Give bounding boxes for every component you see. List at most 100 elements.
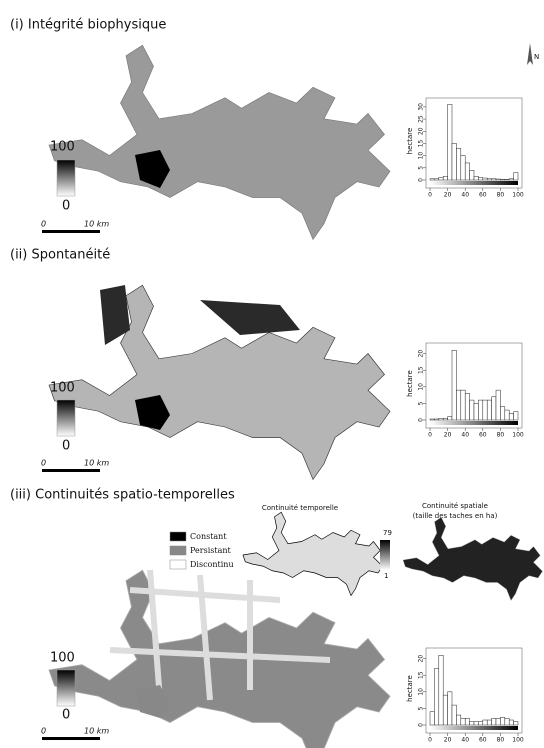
bar [491, 718, 497, 726]
bar [486, 178, 492, 181]
panel-title: (iii) Continuités spatio-temporelles [10, 488, 235, 503]
class-swatch [169, 559, 187, 570]
scale-bar [42, 469, 100, 472]
plot-frame [425, 647, 523, 734]
bar [508, 413, 514, 421]
gradient-strip [430, 726, 518, 730]
y-tick-label: 15 [418, 671, 425, 679]
bar [447, 104, 453, 181]
x-tick-label: 40 [461, 192, 469, 199]
x-tick-label: 20 [444, 737, 452, 744]
y-tick-label: 20 [418, 127, 425, 135]
bar [482, 399, 488, 421]
bar [451, 350, 457, 421]
inset-legend-max: 79 [383, 529, 392, 537]
bar [478, 721, 484, 726]
y-axis-label: hectare [406, 370, 414, 397]
bar [504, 718, 510, 726]
bar [508, 719, 514, 726]
bar [442, 694, 448, 726]
y-tick-label: 20 [418, 655, 425, 663]
map-network [109, 569, 331, 701]
bar [438, 655, 444, 726]
x-tick-label: 80 [497, 737, 505, 744]
y-tick-label: 10 [418, 152, 425, 160]
bar [469, 721, 475, 726]
x-tick-label: 60 [479, 737, 487, 744]
bar [429, 418, 435, 421]
bar [456, 714, 462, 726]
bar [495, 389, 501, 421]
class-swatch [169, 545, 187, 556]
inset-legend-min: 1 [384, 572, 388, 580]
x-tick-label: 40 [461, 737, 469, 744]
inset-title: Continuité spatiale [422, 502, 488, 510]
bar [500, 406, 506, 421]
bar [473, 721, 479, 726]
bar [486, 719, 492, 726]
y-tick-label: 0 [418, 178, 425, 182]
x-tick-label: 20 [444, 192, 452, 199]
legend-gradient [56, 159, 76, 197]
bar [438, 177, 444, 181]
bar [442, 176, 448, 181]
plot-frame [425, 342, 523, 429]
x-tick-label: 60 [479, 192, 487, 199]
y-tick-label: 10 [418, 688, 425, 696]
bar [473, 176, 479, 181]
x-tick-label: 0 [428, 192, 432, 199]
y-tick-label: 15 [418, 139, 425, 147]
bar [504, 409, 510, 421]
bar [504, 179, 510, 181]
bar [500, 717, 506, 726]
bar [438, 418, 444, 421]
bar [429, 711, 435, 726]
bar [482, 177, 488, 181]
x-tick-label: 0 [428, 737, 432, 744]
gradient-strip [430, 181, 518, 185]
x-tick-label: 100 [512, 737, 524, 744]
x-tick-label: 20 [444, 432, 452, 439]
legend-min: 0 [62, 708, 70, 723]
x-tick-label: 100 [512, 192, 524, 199]
bar [456, 148, 462, 181]
bar [482, 719, 488, 726]
bar [513, 411, 519, 421]
map-zone [135, 150, 170, 188]
legend-min: 0 [62, 439, 70, 454]
y-axis-label: hectare [406, 675, 414, 702]
bar [442, 418, 448, 421]
bar [478, 177, 484, 181]
class-swatch [169, 531, 187, 542]
class-label: Constant [190, 532, 227, 541]
bar [434, 668, 440, 726]
bar [451, 143, 457, 181]
panel: (i) Intégrité biophysique 100 0 0 10 km [10, 18, 391, 241]
scale-start: 0 [41, 459, 46, 468]
bar [495, 178, 501, 181]
bar [460, 718, 466, 726]
legend-max: 100 [50, 381, 75, 396]
class-label: Persistant [190, 546, 231, 555]
legend-min: 0 [62, 199, 70, 214]
north-label: N [534, 53, 539, 61]
bar [491, 396, 497, 421]
y-tick-label: 0 [418, 418, 425, 422]
y-tick-label: 5 [418, 401, 425, 405]
bar [456, 389, 462, 421]
inset-subtitle: (taille des taches en ha) [413, 512, 498, 520]
y-axis-label: hectare [406, 128, 414, 155]
panel: (iii) Continuités spatio-temporelles Con… [10, 488, 543, 748]
map-zone [100, 285, 300, 345]
map-zone [135, 395, 170, 430]
inset-title: Continuité temporelle [262, 504, 338, 512]
scale-end: 10 km [84, 220, 109, 229]
bar [447, 416, 453, 421]
legend-max: 100 [50, 140, 75, 155]
y-tick-label: 0 [418, 723, 425, 727]
north-arrow: N [527, 43, 539, 65]
x-tick-label: 60 [479, 432, 487, 439]
inset-legend [380, 540, 390, 570]
bar [460, 155, 466, 181]
